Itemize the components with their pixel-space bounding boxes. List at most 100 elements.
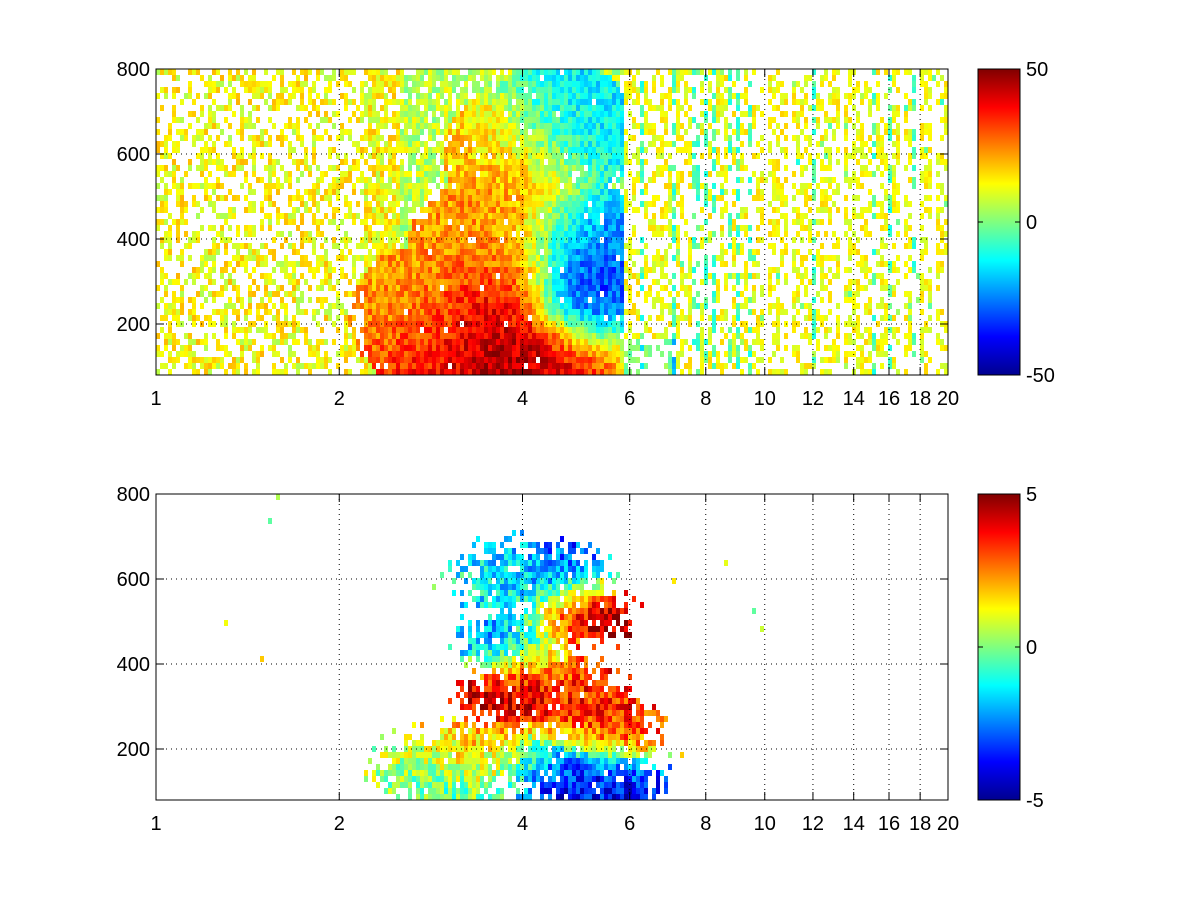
heatmap-cell [436, 87, 440, 93]
heatmap-cell [468, 129, 472, 135]
heatmap-cell [500, 195, 504, 201]
heatmap-cell [672, 297, 676, 303]
heatmap-cell [668, 321, 672, 327]
heatmap-cell [372, 291, 376, 297]
heatmap-cell [200, 267, 204, 273]
heatmap-cell [548, 225, 552, 231]
heatmap-cell [516, 219, 520, 225]
heatmap-cell [348, 165, 352, 171]
heatmap-cell [276, 183, 280, 189]
heatmap-cell [368, 165, 372, 171]
heatmap-cell [576, 309, 580, 315]
heatmap-cell [724, 177, 728, 183]
heatmap-cell [584, 129, 588, 135]
heatmap-cell [440, 171, 444, 177]
heatmap-cell [460, 309, 464, 315]
heatmap-cell [280, 183, 284, 189]
heatmap-cell [692, 69, 696, 75]
heatmap-cell [176, 165, 180, 171]
heatmap-cell [372, 195, 376, 201]
heatmap-cell [712, 183, 716, 189]
heatmap-cell [568, 333, 572, 339]
heatmap-cell [444, 117, 448, 123]
heatmap-cell [492, 189, 496, 195]
heatmap-cell [456, 177, 460, 183]
heatmap-cell [604, 339, 608, 345]
heatmap-cell [576, 255, 580, 261]
heatmap-cell [392, 279, 396, 285]
heatmap-cell [164, 165, 168, 171]
heatmap-cell [444, 189, 448, 195]
heatmap-cell [532, 333, 536, 339]
heatmap-cell [372, 279, 376, 285]
heatmap-cell [524, 141, 528, 147]
heatmap-cell [208, 81, 212, 87]
heatmap-cell [368, 279, 372, 285]
heatmap-cell [452, 207, 456, 213]
heatmap-cell [420, 219, 424, 225]
heatmap-cell [156, 195, 160, 201]
heatmap-cell [588, 99, 592, 105]
heatmap-cell [556, 261, 560, 267]
heatmap-cell [396, 195, 400, 201]
heatmap-cell [376, 201, 380, 207]
heatmap-cell [288, 351, 292, 357]
heatmap-cell [592, 315, 596, 321]
heatmap-cell [444, 225, 448, 231]
heatmap-cell [484, 81, 488, 87]
heatmap-cell [484, 87, 488, 93]
heatmap-cell [548, 273, 552, 279]
heatmap-cell [344, 327, 348, 333]
heatmap-cell [164, 147, 168, 153]
heatmap-cell [468, 243, 472, 249]
heatmap-cell [660, 141, 664, 147]
heatmap-cell [476, 267, 480, 273]
heatmap-cell [224, 165, 228, 171]
heatmap-cell [548, 333, 552, 339]
heatmap-cell [388, 369, 392, 375]
heatmap-cell [180, 189, 184, 195]
heatmap-cell [444, 279, 448, 285]
heatmap-cell [232, 321, 236, 327]
heatmap-cell [584, 315, 588, 321]
heatmap-cell [556, 177, 560, 183]
heatmap-cell [444, 291, 448, 297]
heatmap-cell [572, 147, 576, 153]
heatmap-cell [672, 231, 676, 237]
heatmap-cell [568, 75, 572, 81]
heatmap-cell [208, 279, 212, 285]
heatmap-cell [500, 201, 504, 207]
heatmap-cell [384, 111, 388, 117]
heatmap-cell [476, 351, 480, 357]
heatmap-cell [360, 285, 364, 291]
heatmap-cell [428, 87, 432, 93]
heatmap-cell [292, 321, 296, 327]
heatmap-cell [536, 255, 540, 261]
heatmap-cell [316, 357, 320, 363]
heatmap-cell [664, 249, 668, 255]
heatmap-cell [564, 291, 568, 297]
heatmap-cell [556, 159, 560, 165]
heatmap-cell [668, 99, 672, 105]
heatmap-cell [716, 87, 720, 93]
heatmap-cell [612, 327, 616, 333]
heatmap-cell [420, 357, 424, 363]
heatmap-cell [672, 369, 676, 375]
heatmap-cell [384, 357, 388, 363]
heatmap-cell [604, 351, 608, 357]
heatmap-cell [360, 153, 364, 159]
heatmap-cell [672, 255, 676, 261]
heatmap-cell [260, 243, 264, 249]
heatmap-cell [448, 177, 452, 183]
heatmap-cell [324, 297, 328, 303]
heatmap-cell [256, 93, 260, 99]
heatmap-cell [440, 237, 444, 243]
heatmap-cell [528, 87, 532, 93]
heatmap-cell [524, 357, 528, 363]
heatmap-cell [436, 345, 440, 351]
heatmap-cell [480, 315, 484, 321]
heatmap-cell [608, 297, 612, 303]
heatmap-cell [708, 357, 712, 363]
heatmap-cell [244, 117, 248, 123]
heatmap-cell [564, 369, 568, 375]
